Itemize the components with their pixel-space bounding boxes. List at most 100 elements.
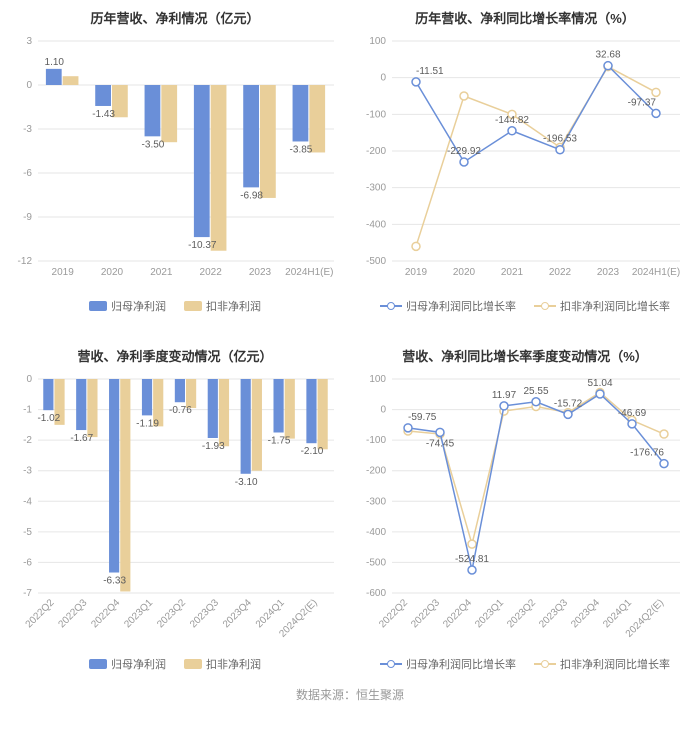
legend-item: 归母净利润 [89,656,166,672]
svg-text:-7: -7 [23,588,32,599]
svg-text:-46.69: -46.69 [618,408,647,419]
svg-text:2023: 2023 [597,267,620,278]
panel-top-right: 历年营收、净利同比增长率情况（%） -500-400-300-200-10001… [350,0,700,338]
svg-text:2022Q2: 2022Q2 [24,597,57,630]
svg-text:2022: 2022 [549,267,572,278]
svg-text:-1.67: -1.67 [70,433,93,444]
bar [318,379,328,449]
bar [87,379,97,437]
series-line [408,394,664,570]
svg-text:1.10: 1.10 [45,57,65,68]
svg-text:-11.51: -11.51 [416,66,444,77]
svg-text:11.97: 11.97 [492,390,517,401]
legend-label: 扣非净利润同比增长率 [560,298,670,314]
legend-item: 归母净利润同比增长率 [380,298,516,314]
bar-chart-quarterly: -7-6-5-4-3-2-10-1.02-1.67-6.33-1.19-0.76… [4,369,346,654]
svg-text:-1.02: -1.02 [37,413,60,424]
bar [260,85,276,198]
svg-text:-200: -200 [366,146,386,157]
legend: 归母净利润扣非净利润 [4,298,346,314]
bar [120,379,130,591]
svg-text:-2.10: -2.10 [301,446,324,457]
svg-text:-10.37: -10.37 [188,240,217,251]
bar [145,85,161,136]
svg-text:2023Q1: 2023Q1 [473,597,506,630]
legend-item: 扣非净利润同比增长率 [534,298,670,314]
svg-text:-1.75: -1.75 [268,436,291,447]
legend-swatch [534,659,556,669]
legend-label: 归母净利润 [111,656,166,672]
panel-bottom-right: 营收、净利同比增长率季度变动情况（%） -600-500-400-300-200… [350,338,700,676]
svg-text:3: 3 [26,36,32,47]
svg-text:-6: -6 [23,168,32,179]
svg-text:-200: -200 [366,466,386,477]
chart-title: 历年营收、净利情况（亿元） [4,8,346,27]
svg-text:2023Q2: 2023Q2 [505,597,538,630]
svg-text:-400: -400 [366,219,386,230]
svg-text:2023Q4: 2023Q4 [569,597,602,630]
svg-text:100: 100 [369,36,386,47]
svg-text:-400: -400 [366,527,386,538]
legend-swatch [89,301,107,311]
chart-title: 历年营收、净利同比增长率情况（%） [354,8,696,27]
svg-text:2021: 2021 [150,267,173,278]
svg-text:2023Q3: 2023Q3 [188,597,221,630]
svg-text:2019: 2019 [405,267,428,278]
data-source-footer: 数据来源：恒生聚源 [0,676,700,717]
svg-text:-4: -4 [23,496,32,507]
svg-text:-6: -6 [23,557,32,568]
legend-item: 归母净利润同比增长率 [380,656,516,672]
bar [211,85,227,251]
panel-bottom-left: 营收、净利季度变动情况（亿元） -7-6-5-4-3-2-10-1.02-1.6… [0,338,350,676]
svg-text:0: 0 [26,374,32,385]
svg-text:-300: -300 [366,183,386,194]
bar [161,85,177,142]
svg-text:-144.82: -144.82 [495,115,529,126]
legend-label: 归母净利润同比增长率 [406,656,516,672]
svg-text:2023: 2023 [249,267,272,278]
svg-text:2022Q4: 2022Q4 [89,597,122,630]
legend-item: 扣非净利润同比增长率 [534,656,670,672]
svg-text:-9: -9 [23,212,32,223]
bar [43,379,53,410]
bar-chart-annual: -12-9-6-3031.10-1.43-3.50-10.37-6.98-3.8… [4,31,346,296]
svg-text:0: 0 [380,405,386,416]
svg-text:-2: -2 [23,435,32,446]
svg-text:-1: -1 [23,405,32,416]
chart-title: 营收、净利季度变动情况（亿元） [4,346,346,365]
chart-title: 营收、净利同比增长率季度变动情况（%） [354,346,696,365]
svg-text:-229.92: -229.92 [447,146,481,157]
svg-text:-15.72: -15.72 [554,398,583,409]
svg-text:-500: -500 [366,557,386,568]
svg-text:-3.85: -3.85 [290,144,313,155]
svg-text:-1.19: -1.19 [136,418,159,429]
svg-text:2024H1(E): 2024H1(E) [632,267,680,278]
legend-item: 扣非净利润 [184,656,261,672]
panel-top-left: 历年营收、净利情况（亿元） -12-9-6-3031.10-1.43-3.50-… [0,0,350,338]
svg-text:51.04: 51.04 [587,378,612,389]
legend-swatch [184,659,202,669]
svg-text:-176.76: -176.76 [630,448,664,459]
svg-text:-300: -300 [366,496,386,507]
svg-text:25.55: 25.55 [523,386,548,397]
svg-text:2022Q4: 2022Q4 [441,597,474,630]
bar [46,69,62,85]
bar [252,379,262,471]
svg-text:-196.53: -196.53 [543,134,577,145]
legend: 归母净利润同比增长率 扣非净利润同比增长率 [354,298,696,314]
svg-text:-6.33: -6.33 [103,576,126,587]
svg-text:2023Q1: 2023Q1 [122,597,155,630]
bar [243,85,259,187]
bar [219,379,229,446]
bar [293,85,309,141]
bar [306,379,316,443]
legend-label: 扣非净利润同比增长率 [560,656,670,672]
bar [186,379,196,408]
svg-text:2019: 2019 [52,267,75,278]
svg-text:-524.81: -524.81 [455,554,489,565]
bar [309,85,325,152]
legend: 归母净利润 扣非净利润 [4,656,346,672]
bar [76,379,86,430]
svg-text:32.68: 32.68 [595,50,620,61]
svg-text:-74.45: -74.45 [426,438,455,449]
